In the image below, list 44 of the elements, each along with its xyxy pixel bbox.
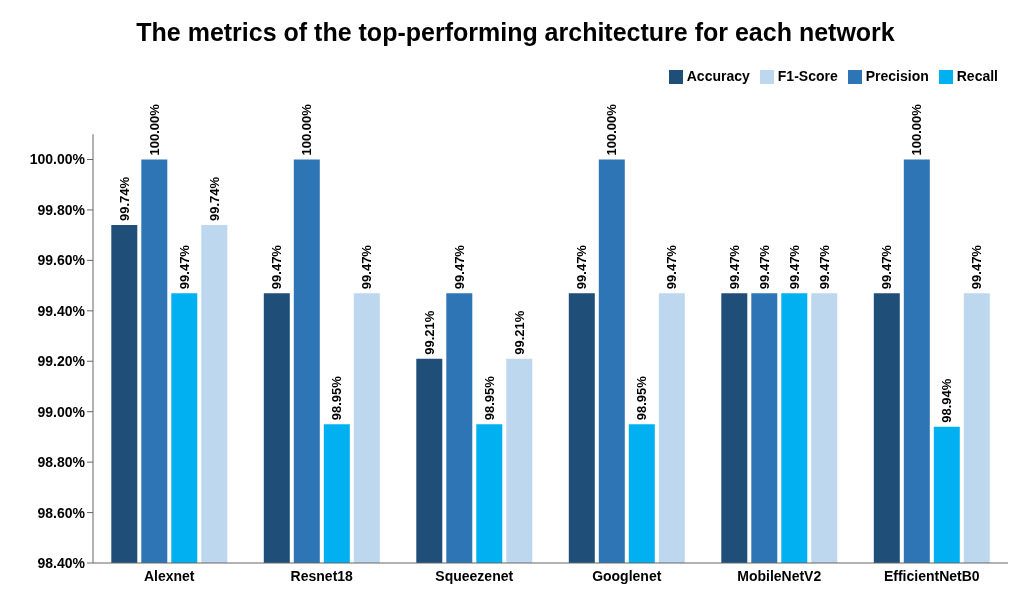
x-tick-label: Googlenet bbox=[592, 567, 662, 584]
x-tick-label: Resnet18 bbox=[290, 567, 354, 584]
data-label: 99.47% bbox=[786, 244, 802, 290]
data-label: 98.95% bbox=[329, 375, 345, 421]
data-label: 100.00% bbox=[604, 103, 620, 156]
data-label: 99.47% bbox=[726, 244, 742, 290]
data-label: 100.00% bbox=[299, 103, 315, 156]
data-label: 100.00% bbox=[146, 103, 162, 156]
y-tick-label: 99.60% bbox=[37, 252, 86, 269]
data-label: 99.21% bbox=[421, 310, 437, 355]
data-label: 99.47% bbox=[816, 244, 832, 290]
y-tick-label: 98.60% bbox=[37, 504, 86, 521]
legend-label: Recall bbox=[956, 68, 998, 84]
data-label: 99.47% bbox=[359, 244, 375, 290]
x-tick-label: EfficientNetB0 bbox=[883, 567, 980, 584]
chart-title: The metrics of the top-performing architecture for each network bbox=[135, 17, 896, 48]
y-tick-label: 98.40% bbox=[37, 554, 86, 571]
data-label: 99.47% bbox=[664, 244, 680, 290]
data-label: 98.95% bbox=[634, 375, 650, 421]
legend-label: Accuracy bbox=[686, 68, 750, 84]
x-tick-label: Squeezenet bbox=[435, 567, 514, 584]
y-tick-label: 99.20% bbox=[37, 353, 86, 370]
legend-label: F1-Score bbox=[777, 68, 838, 84]
data-label: 100.00% bbox=[909, 103, 925, 156]
data-label: 99.47% bbox=[879, 244, 895, 290]
x-tick-label: MobileNetV2 bbox=[737, 567, 822, 584]
y-tick-label: 99.00% bbox=[37, 403, 86, 420]
y-tick-label: 100.00% bbox=[29, 151, 86, 168]
data-label: 99.47% bbox=[969, 244, 985, 290]
legend-label: Precision bbox=[865, 68, 929, 84]
data-label: 99.47% bbox=[756, 244, 772, 290]
data-label: 99.21% bbox=[511, 310, 527, 355]
data-label: 99.47% bbox=[574, 244, 590, 290]
data-label: 99.47% bbox=[176, 244, 192, 290]
y-tick-label: 99.40% bbox=[37, 302, 86, 319]
data-label: 98.95% bbox=[481, 375, 497, 421]
data-label: 99.74% bbox=[116, 176, 132, 222]
y-tick-label: 99.80% bbox=[37, 201, 86, 218]
data-label: 98.94% bbox=[939, 378, 955, 423]
y-tick-label: 98.80% bbox=[37, 454, 86, 471]
data-label: 99.47% bbox=[269, 244, 285, 290]
x-tick-label: Alexnet bbox=[143, 567, 195, 584]
data-label: 99.74% bbox=[206, 176, 222, 222]
data-label: 99.47% bbox=[451, 244, 467, 290]
